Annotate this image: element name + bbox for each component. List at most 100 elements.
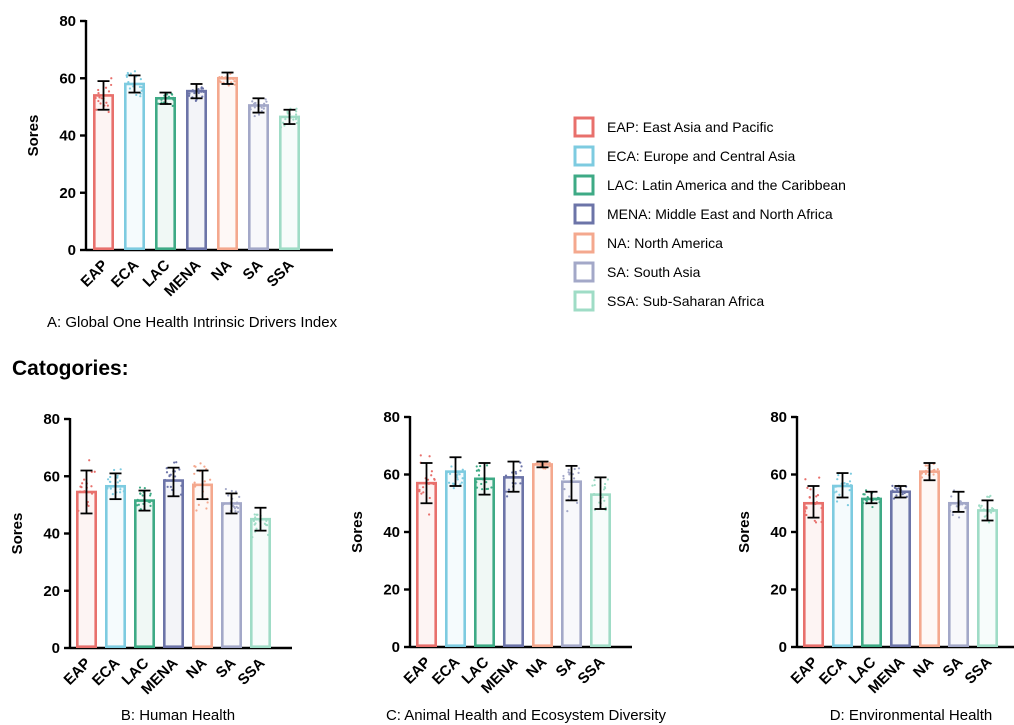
data-point	[422, 491, 425, 494]
data-point	[459, 483, 462, 486]
data-point	[197, 503, 200, 506]
x-tick-label-ssa: SSA	[234, 655, 268, 689]
data-point	[193, 92, 196, 95]
x-tick-label-eap: EAP	[400, 654, 434, 688]
data-point	[286, 110, 289, 113]
panel-caption: A: Global One Health Intrinsic Drivers I…	[47, 314, 338, 331]
data-point	[220, 75, 224, 79]
data-point	[936, 468, 939, 471]
data-point	[485, 464, 489, 467]
data-point	[451, 482, 455, 485]
data-point	[806, 486, 809, 489]
data-point	[149, 504, 152, 508]
data-point	[202, 90, 205, 94]
data-point	[833, 491, 836, 494]
data-point	[203, 480, 206, 483]
bar-ssa	[976, 509, 998, 647]
data-point	[846, 504, 850, 507]
data-point	[262, 107, 265, 110]
x-tick-label-eca: ECA	[429, 654, 464, 689]
data-point	[480, 482, 483, 486]
data-point	[180, 484, 183, 487]
data-point	[126, 71, 129, 75]
data-point	[959, 500, 962, 503]
data-point	[290, 116, 293, 119]
y-tick-label: 40	[43, 526, 60, 543]
data-point	[292, 118, 295, 121]
data-point	[254, 516, 257, 519]
panel-caption: C: Animal Health and Ecosystem Diversity	[386, 707, 667, 724]
data-point	[166, 485, 169, 488]
data-point	[128, 87, 132, 90]
data-point	[836, 478, 839, 481]
data-points-na	[534, 461, 551, 470]
data-point	[475, 481, 478, 484]
data-point	[593, 483, 596, 487]
data-point	[203, 465, 206, 468]
bar-ssa	[250, 517, 272, 648]
data-point	[983, 515, 986, 518]
data-point	[452, 487, 455, 490]
data-points-eca	[106, 468, 125, 496]
data-point	[475, 465, 478, 468]
data-point	[990, 511, 993, 514]
data-point	[255, 527, 258, 530]
panel-caption: D: Environmental Health	[830, 707, 993, 724]
data-point	[260, 106, 263, 109]
data-point	[98, 96, 101, 99]
data-point	[224, 487, 227, 491]
data-point	[460, 481, 463, 484]
data-point	[866, 496, 869, 499]
data-point	[607, 493, 610, 496]
data-point	[195, 509, 198, 512]
data-point	[957, 516, 961, 519]
data-point	[165, 93, 169, 96]
data-point	[815, 495, 818, 498]
bar-eca	[444, 470, 466, 647]
data-point	[172, 96, 175, 99]
data-point	[835, 500, 839, 503]
data-point	[986, 495, 989, 498]
legend: EAP: East Asia and Pacific ECA: Europe an…	[573, 116, 846, 312]
data-point	[446, 471, 449, 474]
data-point	[519, 482, 522, 485]
data-point	[295, 110, 298, 113]
bar-eap	[76, 490, 98, 648]
x-tick-label-ssa: SSA	[961, 654, 995, 688]
data-point	[251, 536, 254, 539]
x-tick-label-na: NA	[208, 257, 235, 284]
data-point	[481, 488, 484, 491]
data-point	[573, 467, 576, 471]
data-point	[567, 480, 570, 483]
data-points-sa	[562, 467, 581, 513]
data-point	[420, 492, 423, 495]
data-point	[562, 477, 565, 480]
bar-eca	[105, 484, 127, 648]
bar-mena	[502, 476, 524, 647]
data-point	[200, 89, 203, 92]
data-point	[808, 496, 811, 499]
data-point	[279, 126, 283, 129]
data-point	[109, 94, 112, 97]
x-tick-label-eca: ECA	[89, 655, 124, 690]
y-tick-label: 20	[59, 185, 76, 202]
data-point	[88, 459, 91, 462]
data-point	[901, 493, 904, 496]
data-point	[157, 102, 160, 105]
data-point	[80, 486, 83, 489]
x-tick-label-ssa: SSA	[263, 257, 297, 291]
data-point	[104, 86, 108, 89]
legend-swatch-lac	[573, 174, 595, 196]
data-point	[174, 475, 177, 478]
data-points-eap	[803, 476, 823, 524]
data-point	[136, 498, 139, 501]
data-point	[903, 491, 906, 495]
data-point	[805, 513, 808, 517]
data-point	[603, 499, 606, 502]
data-point	[237, 510, 240, 513]
data-point	[294, 113, 298, 116]
data-point	[818, 476, 821, 479]
data-point	[133, 70, 137, 73]
legend-label-lac: LAC: Latin America and the Caribbean	[607, 177, 846, 193]
